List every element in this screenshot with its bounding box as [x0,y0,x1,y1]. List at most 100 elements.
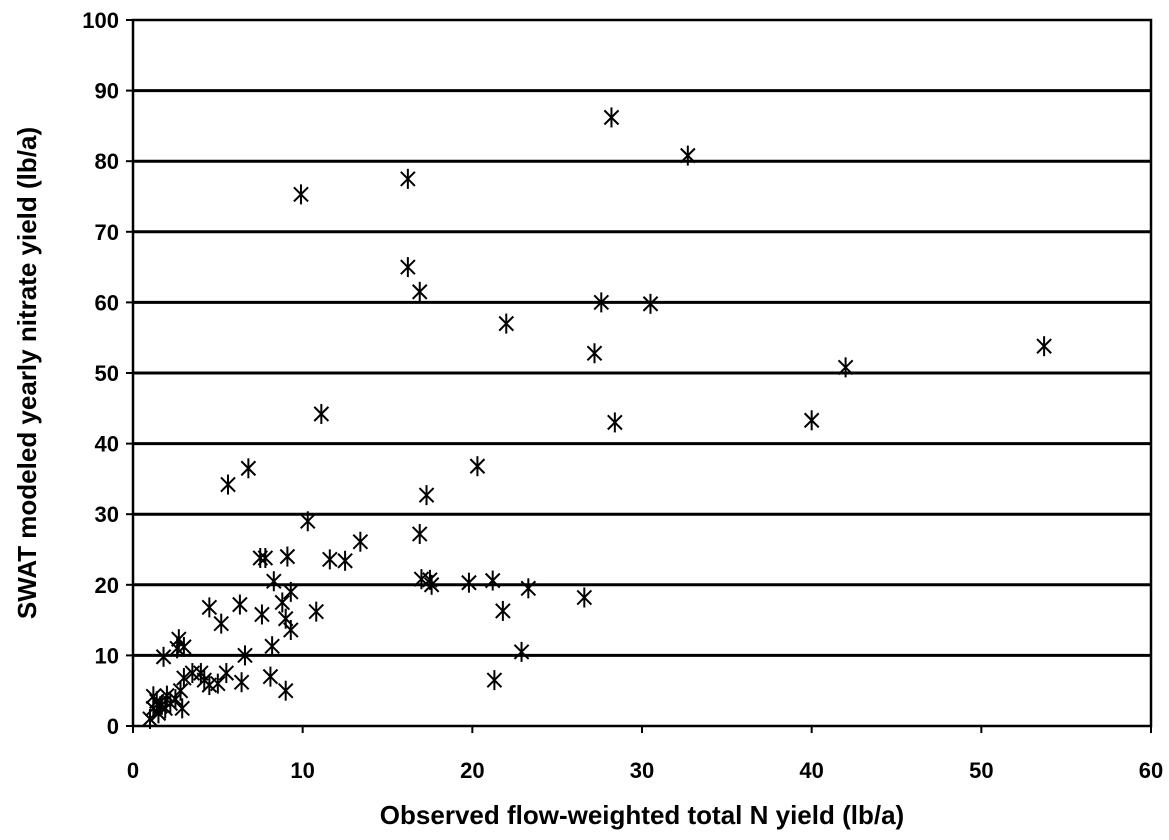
x-tick-label: 30 [630,758,654,783]
data-point [461,572,477,593]
data-point [803,410,820,431]
marker-stroke [210,675,226,692]
data-point [266,571,282,592]
data-point [264,636,280,657]
marker-stroke [176,639,192,655]
data-point [400,168,416,189]
marker-stroke [308,603,325,620]
data-point [193,663,209,684]
marker-stroke [495,603,511,619]
y-tick-label: 10 [95,643,119,668]
data-point [400,257,416,278]
y-tick-label: 100 [82,8,119,33]
marker-stroke [484,572,501,589]
data-point [423,574,440,595]
marker-stroke [313,406,330,422]
marker-stroke [423,577,440,593]
marker-stroke [159,687,175,704]
marker-stroke [498,315,515,332]
data-point [308,601,325,622]
marker-stroke [603,109,620,126]
y-tick-label: 20 [95,573,119,598]
data-point [232,594,248,615]
y-tick-label: 70 [95,220,119,245]
data-point [218,663,235,684]
data-point [486,670,503,691]
marker-stroke [607,414,623,431]
marker-stroke [299,513,316,530]
marker-stroke [413,571,430,587]
data-point [159,685,175,706]
marker-stroke [172,682,189,699]
marker-stroke [576,589,593,606]
data-point [283,619,299,640]
marker-stroke [237,647,253,664]
data-point [411,281,428,302]
data-point [352,531,369,552]
marker-stroke [461,574,477,591]
data-points [142,107,1052,729]
marker-stroke [155,649,172,665]
data-point [1036,336,1052,357]
data-point [337,550,353,571]
marker-stroke [520,580,537,597]
y-tick-label: 50 [95,361,119,386]
x-tick-label: 40 [799,758,823,783]
marker-stroke [266,573,282,590]
x-tick-label: 60 [1139,758,1163,783]
marker-stroke [400,259,416,275]
marker-stroke [411,526,428,542]
y-tick-label: 0 [107,714,119,739]
marker-stroke [145,688,162,705]
y-tick-label: 30 [95,502,119,527]
data-point [603,107,620,128]
data-point [210,673,226,694]
data-point [513,641,530,662]
marker-stroke [264,638,280,654]
data-point [274,592,291,613]
marker-stroke [220,476,236,493]
marker-stroke [174,700,190,717]
data-point [642,293,659,314]
data-point [299,511,316,532]
data-point [498,313,515,334]
marker-stroke [418,487,435,503]
marker-stroke [233,674,250,691]
data-point [201,597,218,618]
marker-stroke [240,460,257,477]
data-point [293,184,309,205]
data-point [262,666,279,687]
marker-stroke [513,644,530,660]
x-tick-label: 50 [969,758,993,783]
marker-stroke [218,665,235,681]
marker-stroke [277,682,294,699]
marker-stroke [486,672,503,688]
x-tick-label: 0 [127,758,139,783]
x-axis-ticks: 0 10 20 30 40 50 60 [127,726,1163,783]
marker-stroke [411,284,428,300]
marker-stroke [176,670,192,686]
data-point [233,672,250,693]
marker-stroke [837,359,854,376]
data-point [484,570,501,591]
marker-stroke [283,584,299,600]
data-point [257,547,274,568]
marker-stroke [279,548,296,565]
data-point [313,403,330,424]
data-point [469,456,486,477]
data-point [593,292,610,313]
data-point [418,485,435,506]
data-point [220,474,236,495]
marker-stroke [274,594,291,611]
data-point [176,667,192,688]
marker-stroke [232,596,248,613]
marker-stroke [277,610,294,627]
data-point [607,412,623,433]
data-point [520,578,537,599]
marker-stroke [422,572,438,588]
data-point [155,646,172,667]
marker-stroke [803,412,820,429]
marker-stroke [469,458,486,474]
data-point [576,587,593,608]
